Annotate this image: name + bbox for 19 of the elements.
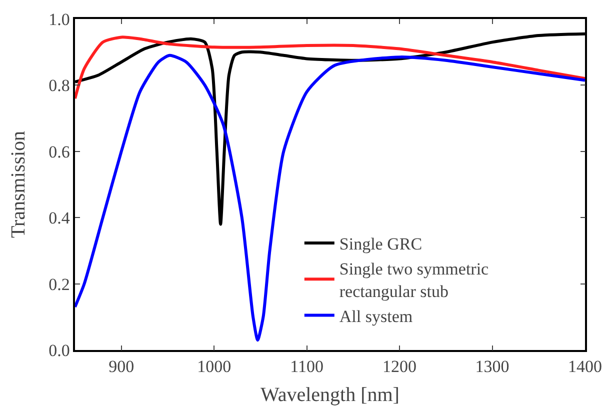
x-tick-label: 1100 [290,357,324,376]
y-tick-label: 1.0 [48,10,70,29]
legend-label: Single two symmetric rectangular stub [339,260,490,301]
x-tick-label: 1000 [197,357,232,376]
y-tick-label: 0.0 [48,340,70,360]
legend-label: Single GRC [339,234,422,254]
y-tick-label: 0.8 [48,76,70,96]
legend-label: All system [339,306,413,326]
y-tick-label: 0.6 [48,142,70,162]
x-axis-title: Wavelength [nm] [260,384,400,406]
y-tick-label: 0.2 [48,274,70,294]
line-series [75,54,585,342]
y-axis-title: Transmission [8,130,30,238]
x-tick-label: 1300 [475,357,510,376]
line-series [75,36,585,100]
x-tick-label: 1200 [382,357,417,376]
x-tick-label: 900 [108,357,134,376]
x-tick-label: 1400 [568,357,602,376]
y-tick-label: 0.4 [48,208,70,228]
